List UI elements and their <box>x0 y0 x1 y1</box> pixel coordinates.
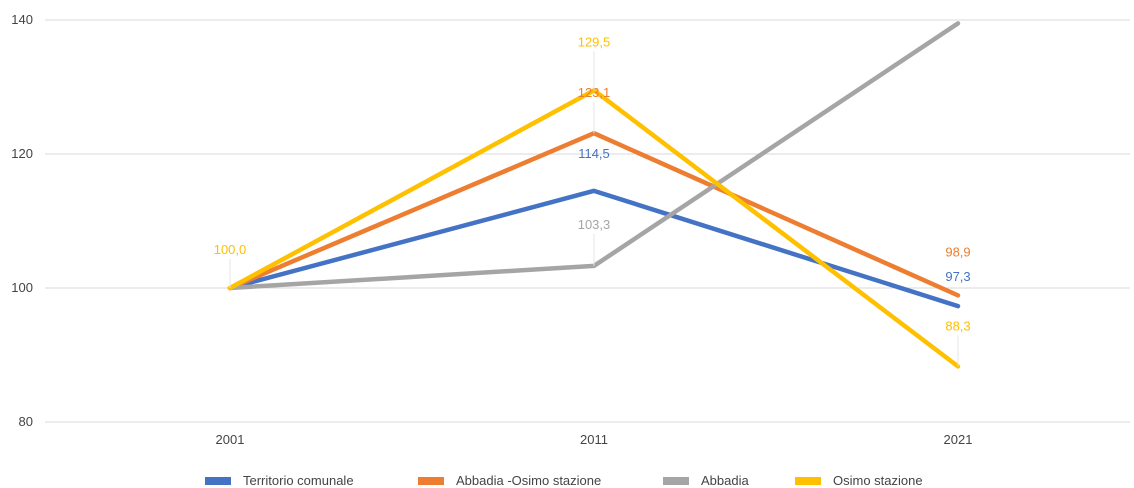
y-axis-tick-labels: 80 100 120 140 <box>11 12 33 429</box>
y-tick-label: 80 <box>19 414 33 429</box>
data-label: 98,9 <box>945 244 970 259</box>
legend: Territorio comunale Abbadia -Osimo stazio… <box>205 473 923 488</box>
x-tick-label: 2011 <box>580 432 608 447</box>
y-tick-label: 100 <box>11 280 33 295</box>
data-label: 103,3 <box>578 217 611 232</box>
data-label: 88,3 <box>945 318 970 333</box>
x-tick-label: 2021 <box>944 432 973 447</box>
y-tick-label: 140 <box>11 12 33 27</box>
data-label: 114,5 <box>578 146 610 161</box>
data-label: 129,5 <box>578 34 611 49</box>
data-label: 97,3 <box>945 269 970 284</box>
data-labels: 114,5 97,3 123,1 98,9 103,3 100,0 129,5 88,3 <box>214 34 971 367</box>
x-tick-label: 2001 <box>216 432 245 447</box>
legend-swatch <box>795 477 821 485</box>
x-axis-tick-labels: 2001 2011 2021 <box>216 432 973 447</box>
legend-label: Osimo stazione <box>833 473 923 488</box>
legend-swatch <box>418 477 444 485</box>
legend-label: Territorio comunale <box>243 473 354 488</box>
data-label: 123,1 <box>578 85 611 100</box>
legend-label: Abbadia <box>701 473 749 488</box>
gridlines <box>45 19 1130 423</box>
series-line-1 <box>227 188 961 309</box>
legend-swatch <box>205 477 231 485</box>
y-tick-label: 120 <box>11 146 33 161</box>
legend-label: Abbadia -Osimo stazione <box>456 473 601 488</box>
legend-swatch <box>663 477 689 485</box>
data-label: 100,0 <box>214 242 247 257</box>
